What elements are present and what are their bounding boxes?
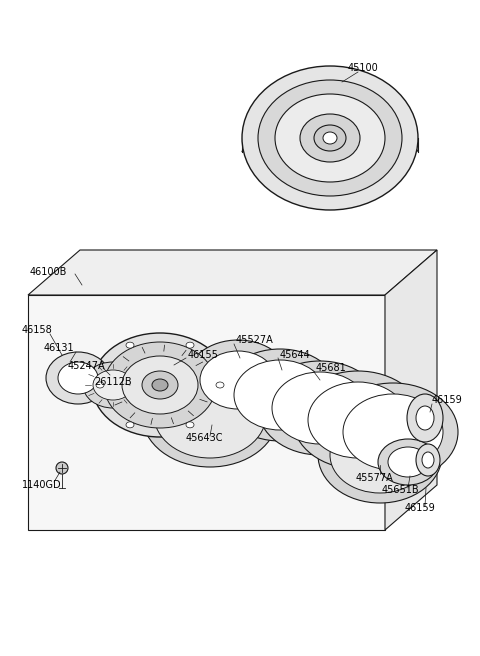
Polygon shape <box>385 250 437 530</box>
Ellipse shape <box>216 382 224 388</box>
Text: 45577A: 45577A <box>356 473 394 483</box>
Polygon shape <box>28 295 385 530</box>
Ellipse shape <box>122 356 198 414</box>
Text: 45651B: 45651B <box>382 485 420 495</box>
Text: 46158: 46158 <box>22 325 53 335</box>
Ellipse shape <box>83 362 143 408</box>
Ellipse shape <box>416 444 440 476</box>
Ellipse shape <box>272 372 368 444</box>
Text: 46131: 46131 <box>44 343 74 353</box>
Ellipse shape <box>258 80 402 196</box>
Text: 45527A: 45527A <box>236 335 274 345</box>
Ellipse shape <box>92 333 228 437</box>
Ellipse shape <box>96 382 104 388</box>
Text: 45644: 45644 <box>280 350 311 360</box>
Text: 26112B: 26112B <box>94 377 132 387</box>
Ellipse shape <box>416 406 434 430</box>
Ellipse shape <box>93 370 133 400</box>
Ellipse shape <box>186 422 194 428</box>
Ellipse shape <box>104 342 216 428</box>
Text: 45100: 45100 <box>348 63 379 73</box>
Ellipse shape <box>300 114 360 162</box>
Ellipse shape <box>242 66 418 210</box>
Ellipse shape <box>343 394 443 470</box>
Ellipse shape <box>46 352 110 404</box>
Ellipse shape <box>422 452 434 468</box>
Ellipse shape <box>154 372 266 458</box>
Ellipse shape <box>318 407 442 503</box>
Ellipse shape <box>314 125 346 151</box>
Ellipse shape <box>323 132 337 144</box>
Text: 46155: 46155 <box>188 350 219 360</box>
Ellipse shape <box>186 340 290 420</box>
Ellipse shape <box>142 363 278 467</box>
Ellipse shape <box>378 439 438 485</box>
Ellipse shape <box>56 462 68 474</box>
Ellipse shape <box>142 371 178 399</box>
Ellipse shape <box>293 371 423 469</box>
Text: 46100B: 46100B <box>30 267 67 277</box>
Text: 45643C: 45643C <box>186 433 224 443</box>
Ellipse shape <box>220 349 340 441</box>
Ellipse shape <box>58 362 98 394</box>
Polygon shape <box>28 250 437 295</box>
Ellipse shape <box>407 394 443 442</box>
Text: 1140GD: 1140GD <box>22 480 61 490</box>
Ellipse shape <box>330 417 430 493</box>
Ellipse shape <box>186 342 194 348</box>
Ellipse shape <box>388 447 428 477</box>
Ellipse shape <box>126 422 134 428</box>
Text: 46159: 46159 <box>405 503 436 513</box>
Ellipse shape <box>126 342 134 348</box>
Ellipse shape <box>308 382 408 458</box>
Ellipse shape <box>258 361 382 455</box>
Ellipse shape <box>275 94 385 182</box>
Ellipse shape <box>200 351 276 409</box>
Ellipse shape <box>152 379 168 391</box>
Text: 45247A: 45247A <box>68 361 106 371</box>
Ellipse shape <box>234 360 326 430</box>
Ellipse shape <box>328 383 458 481</box>
Text: 45681: 45681 <box>316 363 347 373</box>
Text: 46159: 46159 <box>432 395 463 405</box>
